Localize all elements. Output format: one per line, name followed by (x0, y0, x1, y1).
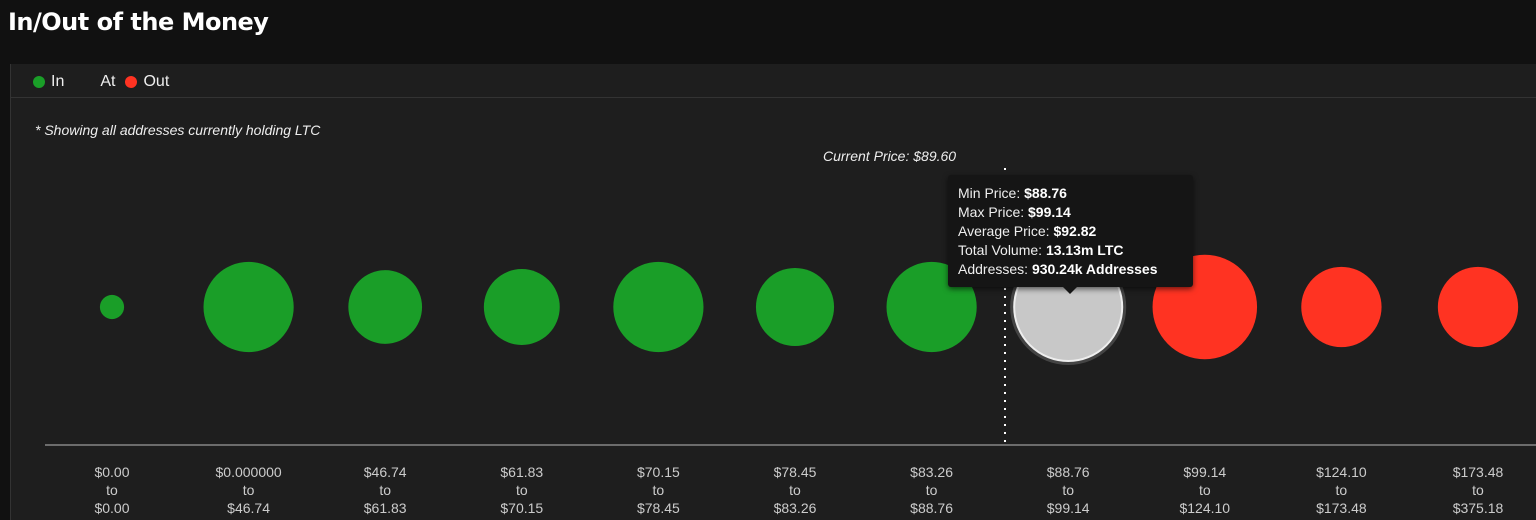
tooltip-row: Max Price: $99.14 (958, 203, 1193, 222)
tooltip-label: Max Price: (958, 204, 1029, 220)
bubble-in[interactable] (755, 267, 835, 347)
green-dot-icon (33, 76, 45, 88)
x-tick-label: $83.26 to $88.76 (872, 463, 992, 517)
x-tick-text: $78.45 (773, 464, 817, 480)
bubble-in[interactable] (613, 261, 704, 353)
x-tick-text: $173.48 (1452, 464, 1504, 480)
tooltip-label: Average Price: (958, 223, 1054, 239)
x-tick-text: to (652, 482, 665, 498)
legend: In At Out (33, 66, 189, 98)
x-tick-label: $173.48 to $375.18 (1418, 463, 1536, 517)
x-tick-text: $124.10 (1316, 464, 1367, 480)
tooltip-arrow (1063, 287, 1077, 294)
legend-label: Out (143, 73, 170, 90)
tooltip-value: $99.14 (1028, 204, 1071, 220)
x-tick-label: $88.76 to $99.14 (1008, 463, 1128, 517)
x-tick-label: $46.74 to $61.83 (325, 463, 445, 517)
tooltip-row: Min Price: $88.76 (958, 184, 1193, 203)
x-tick-text: $0.00 (94, 464, 130, 480)
tooltip-value: $92.82 (1053, 223, 1097, 239)
tooltip-row: Addresses: 930.24k Addresses (958, 260, 1193, 279)
x-tick-text: to (1062, 482, 1075, 498)
legend-in[interactable]: In (33, 73, 64, 91)
tooltip-value: 930.24k Addresses (1031, 261, 1158, 277)
legend-at[interactable]: At (100, 73, 115, 91)
x-tick-text: to (1472, 482, 1484, 498)
x-tick-text: to (515, 482, 528, 498)
x-tick-text: $88.76 (1046, 464, 1090, 480)
bubble-in[interactable] (203, 261, 294, 353)
x-tick-text: to (1335, 482, 1348, 498)
page-title: In/Out of the Money (8, 8, 269, 36)
x-tick-label: $78.45 to $83.26 (735, 463, 855, 517)
legend-out[interactable]: Out (125, 73, 169, 91)
x-tick-text: $61.83 (500, 464, 544, 480)
x-tick-label: $124.10 to $173.48 (1281, 463, 1401, 517)
x-tick-label: $70.15 to $78.45 (598, 463, 718, 517)
x-tick-label: $61.83 to $70.15 (462, 463, 582, 517)
x-tick-text: $124.10 (1179, 500, 1231, 516)
tooltip-label: Min Price: (958, 185, 1025, 201)
x-tick-label: $0.000000 to $46.74 (189, 463, 309, 517)
bubble-in[interactable] (348, 270, 423, 344)
x-tick-text: $46.74 (227, 500, 270, 516)
x-tick-text: to (925, 482, 938, 498)
tooltip: Min Price: $88.76 Max Price: $99.14 Averag… (948, 175, 1193, 294)
x-tick-text: $83.26 (910, 464, 953, 480)
x-tick-text: to (106, 482, 118, 498)
x-tick-text: $70.15 (500, 500, 544, 516)
current-price-label: Current Price: $89.60 (823, 148, 957, 164)
tooltip-value: $88.76 (1024, 185, 1067, 201)
bubble-out[interactable] (1437, 266, 1519, 348)
bubble-out[interactable] (1301, 266, 1382, 348)
x-tick-text: $88.76 (910, 500, 953, 516)
x-tick-label: $99.14 to $124.10 (1145, 463, 1265, 517)
x-tick-text: to (1198, 482, 1211, 498)
x-tick-text: $99.14 (1183, 464, 1227, 480)
x-tick-text: $83.26 (773, 500, 817, 516)
x-tick-text: $46.74 (363, 464, 407, 480)
tooltip-value: 13.13m LTC (1045, 242, 1124, 258)
tooltip-row: Total Volume: 13.13m LTC (958, 241, 1193, 260)
x-tick-text: $61.83 (363, 500, 407, 516)
tooltip-label: Addresses: (958, 261, 1032, 277)
x-tick-text: $99.14 (1046, 500, 1090, 516)
x-tick-text: $375.18 (1452, 500, 1504, 516)
legend-label: In (51, 73, 65, 90)
tooltip-row: Average Price: $92.82 (958, 222, 1193, 241)
chart-note: * Showing all addresses currently holdin… (35, 122, 321, 138)
x-tick-text: to (242, 482, 255, 498)
legend-label: At (100, 73, 116, 90)
red-dot-icon (125, 76, 138, 88)
x-tick-text: $70.15 (636, 464, 680, 480)
x-tick-text: to (379, 482, 392, 498)
x-tick-text: $173.48 (1316, 500, 1367, 516)
bubble-in[interactable] (99, 294, 125, 320)
x-tick-text: $0.000000 (215, 464, 282, 480)
tooltip-label: Total Volume: (958, 242, 1046, 258)
x-tick-label: $0.00 to $0.00 (52, 463, 172, 517)
bubble-in[interactable] (483, 269, 560, 345)
x-tick-text: to (789, 482, 801, 498)
x-tick-text: $0.00 (94, 500, 130, 516)
divider (11, 97, 1536, 98)
x-tick-text: $78.45 (636, 500, 680, 516)
